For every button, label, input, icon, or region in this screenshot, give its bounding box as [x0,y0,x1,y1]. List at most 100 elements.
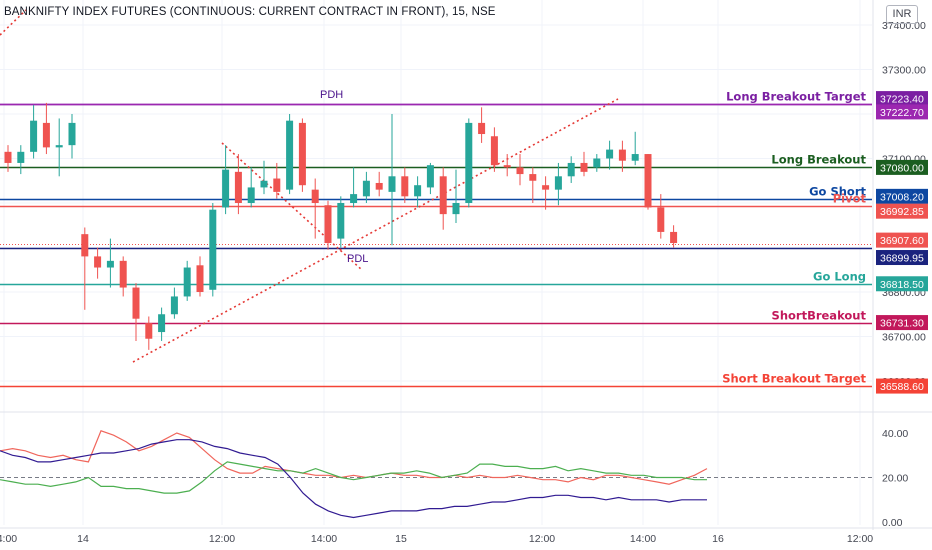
pdh-label: PDH [320,89,343,101]
candle-body [503,165,511,168]
annotations: PDH PDL [320,89,368,265]
price-tag [876,276,928,292]
candle-body [311,189,319,203]
candle-body [324,205,332,244]
candle-body [362,180,370,197]
pdl-label: PDL [347,253,368,265]
price-tag [876,104,928,120]
currency-badge[interactable]: INR [886,5,918,24]
indicator-pane [0,430,872,519]
indicator-tick-label: 20.00 [882,473,908,485]
price-tag [876,203,928,219]
candle-body [337,203,345,239]
candle-body [670,231,678,244]
price-tag-label: 36992.85 [880,206,924,218]
falling-trendline [221,142,363,271]
candle-body [580,162,588,172]
indicator-tick-label: 0.00 [882,517,903,529]
price-axis[interactable]: 37400.0037300.0037200.0037100.0036800.00… [876,20,928,529]
time-tick-label: 14 [77,533,89,545]
candle-body [516,167,524,175]
level-label: ShortBreakout [772,309,867,323]
time-axis[interactable]: 14:00 14 12:00 14:00 15 12:00 14:00 16 12:00 [0,533,873,545]
price-tag [876,232,928,248]
level-label: Long Breakout Target [726,90,866,104]
candle-body [606,149,614,159]
candle-body [30,120,38,152]
indicator-line [0,430,708,485]
time-tick-label: 12:00 [847,533,873,545]
candle-body [529,174,537,181]
candle-body [4,151,12,163]
candle-body [618,149,626,161]
price-tag-label: 37222.70 [880,107,924,119]
time-tick-label: 15 [395,533,407,545]
candle-body [490,136,498,166]
price-tag [876,188,928,204]
candle-body [631,154,639,161]
candle-body [478,122,486,135]
level-label: Pivot [833,192,867,206]
candle-body [209,209,217,290]
candle-body [644,154,652,208]
candle-body [657,207,665,232]
candle-body [145,323,153,339]
candle-body [17,151,25,163]
chart-grid [0,0,932,530]
candle-body [260,180,268,188]
candle-body [222,169,230,208]
candle-body [196,265,204,292]
time-tick-label: 14:00 [0,533,17,545]
candle-body [554,176,562,190]
time-tick-label: 14:00 [630,533,656,545]
time-tick-label: 12:00 [209,533,235,545]
level-label: Long Breakout [771,153,866,167]
candlestick-series [4,102,678,350]
candle-body [542,185,550,190]
chart-title: BANKNIFTY INDEX FUTURES (CONTINUOUS: CUR… [4,6,496,18]
time-tick-label: 14:00 [311,533,337,545]
price-tag [876,315,928,331]
indicator-line [0,439,707,519]
candle-body [42,122,50,148]
price-tick-label: 37300.00 [882,65,926,77]
candle-body [55,145,63,148]
indicator-tick-label: 40.00 [882,428,908,440]
price-tick-label: 36700.00 [882,332,926,344]
price-tag-label: 36731.30 [880,318,924,330]
candle-body [94,256,102,268]
price-tag-label: 37080.00 [880,162,924,174]
time-tick-label: 16 [712,533,724,545]
candle-body [350,194,358,203]
price-tag [876,91,928,107]
price-tag [876,250,928,266]
candle-body [106,260,114,268]
indicator-line [0,461,707,494]
candle-body [183,267,191,297]
price-tag-label: 36899.95 [880,253,924,265]
candle-body [593,158,601,168]
price-tag-label: 37223.40 [880,94,924,106]
candle-body [388,176,396,192]
level-label: Go Long [813,270,866,284]
candle-body [401,176,409,197]
candle-body [439,176,447,215]
trendlines [0,9,619,363]
candle-body [158,314,166,333]
price-tag [876,378,928,394]
candle-body [234,171,242,203]
candle-body [247,187,255,203]
candle-body [452,203,460,215]
price-tag-label: 36818.50 [880,279,924,291]
price-tag-label: 36907.60 [880,235,924,247]
candle-body [81,234,89,257]
level-label: Go Short [809,185,866,199]
level-lines: Long Breakout Target Long Breakout Go Shor… [0,90,872,388]
time-tick-label: 12:00 [529,533,555,545]
rising-trendline [132,98,619,363]
candle-body [273,178,281,192]
level-label: Short Breakout Target [722,372,866,386]
candle-body [465,122,473,203]
price-tag [876,159,928,175]
